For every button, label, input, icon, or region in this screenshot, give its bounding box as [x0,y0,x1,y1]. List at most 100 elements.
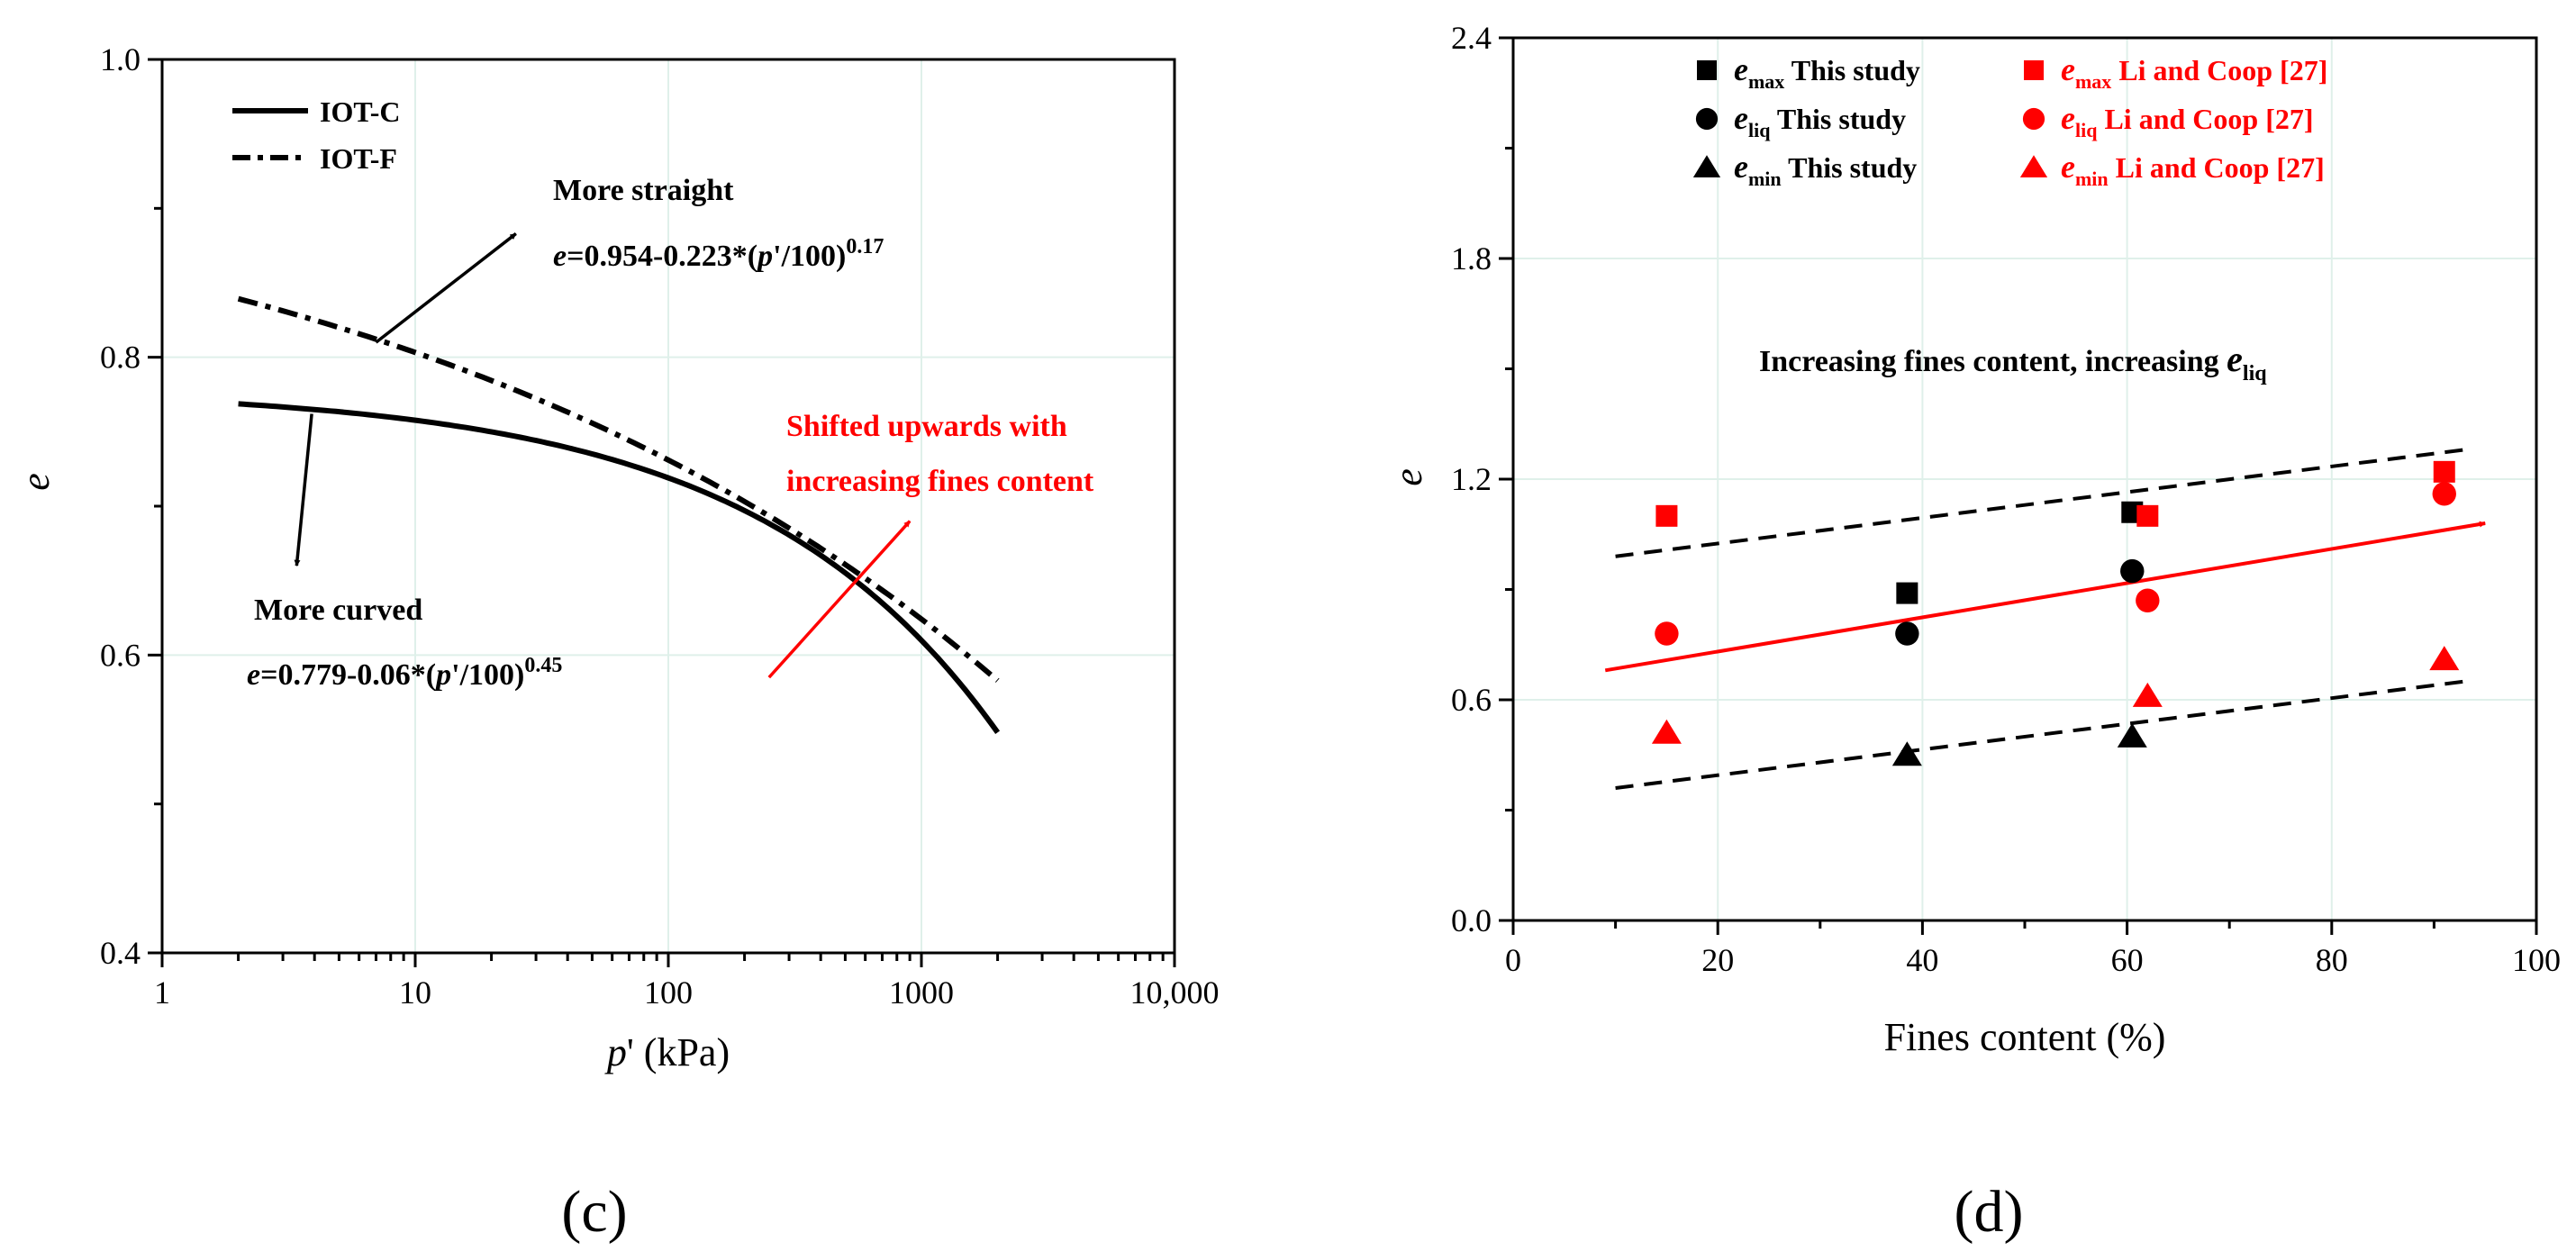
panel-d-xtick-label-5: 100 [2512,942,2561,978]
legend-label-min-this-study: emin This study [1734,149,1917,190]
trend-line-red-arrow [1604,521,2486,673]
legend-marker-liq-li-coop [2022,107,2045,131]
panel-c-chart: 1 10 100 1000 10,000 0.4 0.6 0.8 1.0 IOT-C IOT-F… [14,41,1220,1074]
panel-c-xtick-label-3: 1000 [889,974,954,1011]
panel-c-gridlines [162,59,1175,953]
legend-subscript-max-li-coop: max [2075,70,2111,93]
panel-label-d: (d) [1955,1179,2024,1245]
legend-label-liq-this-study: eliq This study [1734,100,1906,141]
panel-c-x-axis-title: p' (kPa) [604,1030,730,1074]
legend-subscript-liq-li-coop: liq [2075,119,2098,141]
legend-marker-max-this-study [1697,60,1717,80]
panel-c-xtick-label-4: 10,000 [1130,974,1220,1011]
panel-d-xtick-label-3: 60 [2111,942,2144,978]
legend-symbol-liq-this-study: e [1734,100,1748,136]
panel-c-xtick-label-2: 100 [644,974,693,1011]
annotation-more-curved: More curved [254,594,422,627]
point-liq-li-coop-2 [2432,482,2456,506]
panel-d-xtick-label-1: 20 [1701,942,1734,978]
point-min-li-coop-1 [2132,682,2163,707]
curve-iot-c [238,401,1001,735]
panel-c-ytick-label-0: 0.4 [100,935,141,971]
legend-marker-max-li-coop [2024,60,2044,80]
panel-d-ytick-label-2: 1.2 [1451,461,1492,497]
legend-marker-liq-this-study [1695,107,1719,131]
point-liq-this-study-1 [2120,558,2145,584]
legend-label-liq-li-coop: eliq Li and Coop [27] [2061,100,2314,141]
legend-text-min-li-coop: Li and Coop [27] [2109,151,2325,184]
point-min-li-coop-0 [1651,719,1682,744]
legend-subscript-min-this-study: min [1748,168,1782,190]
annotation-shifted-line1: Shifted upwards with [786,410,1067,443]
panel-c-ytick-label-1: 0.6 [100,637,141,673]
panel-c-ytick-label-2: 0.8 [100,340,141,376]
annotation-e-subscript: liq [2243,362,2267,385]
legend-text-max-li-coop: Li and Coop [27] [2111,54,2327,86]
panel-d-ytick-label-3: 1.8 [1451,240,1492,276]
trend-line-upper-dashed [1615,448,2465,558]
panel-label-c: (c) [561,1179,627,1245]
legend-text-liq-li-coop: Li and Coop [27] [2097,103,2313,135]
legend-symbol-max-li-coop: e [2061,51,2075,87]
trend-line-lower-dashed [1615,679,2465,790]
point-max-li-coop-2 [2433,460,2455,483]
panel-d-ytick-label-0: 0.0 [1451,902,1492,938]
curve-iot-f [237,295,1000,683]
x-axis-unit: ' (kPa) [627,1030,730,1074]
point-liq-li-coop-0 [1655,621,1679,646]
point-max-this-study-0 [1896,582,1918,604]
panel-c-arrows [294,232,912,679]
arrow-shifted-upwards [767,520,912,679]
panel-c-legend: IOT-C IOT-F [232,95,401,175]
legend-text-max-this-study: This study [1784,54,1920,86]
annotation-increasing-fines: Increasing fines content, increasing eli… [1759,339,2267,385]
annotation-increasing-text: Increasing fines content, increasing [1759,345,2227,378]
legend-symbol-liq-li-coop: e [2061,100,2075,136]
eq-c-part2: '/100) [451,658,524,692]
legend-text-min-this-study: This study [1782,151,1918,184]
panel-d-gridlines [1513,38,2536,920]
annotation-e-symbol: e [2227,339,2243,379]
panel-c-xtick-label-0: 1 [154,974,170,1011]
legend-label-iot-f: IOT-F [320,142,397,175]
panel-d-xtick-label-4: 80 [2316,942,2348,978]
legend-label-max-this-study: emax This study [1734,51,1920,93]
point-max-li-coop-1 [2136,504,2159,527]
annotation-more-straight: More straight [553,174,734,207]
panel-c-ytick-label-3: 1.0 [100,41,141,77]
legend-label-iot-c: IOT-C [320,95,401,128]
equation-iot-f: e=0.954-0.223*(p'/100)0.17 [553,235,884,273]
panel-d-ticks: 0 20 40 60 80 100 0.0 0.6 1.2 1.8 2.4 [1451,20,2561,978]
legend-subscript-max-this-study: max [1748,70,1784,93]
eq-c-var-p: p [433,658,451,692]
equation-iot-c: e=0.779-0.06*(p'/100)0.45 [247,654,562,692]
legend-subscript-liq-this-study: liq [1748,119,1771,141]
panel-d-ytick-label-1: 0.6 [1451,682,1492,718]
eq-f-var-p: p [755,240,773,273]
legend-marker-min-li-coop [2019,155,2048,177]
point-max-li-coop-0 [1655,504,1678,527]
annotation-shifted-line2: increasing fines content [786,465,1094,498]
eq-f-part1: =0.954-0.223*( [567,240,757,273]
arrow-more-curved [294,413,313,567]
legend-marker-min-this-study [1692,155,1721,177]
legend-symbol-max-this-study: e [1734,51,1748,87]
panel-c-y-axis-title: e [14,473,58,491]
panel-d-points [1651,460,2460,766]
eq-f-exponent: 0.17 [846,235,884,258]
legend-symbol-min-li-coop: e [2061,149,2075,185]
point-liq-this-study-0 [1895,621,1919,646]
arrow-more-straight [375,232,517,344]
panel-d-xtick-label-2: 40 [1906,942,1938,978]
panel-c-series [237,295,1001,735]
eq-c-var-e: e [247,658,260,692]
point-min-this-study-0 [1891,741,1922,766]
panel-d-chart: 0 20 40 60 80 1000.00.61.21.82.4 emax This st… [1386,20,2561,1059]
panel-d-ytick-label-4: 2.4 [1451,20,1492,56]
panel-c-xtick-label-1: 10 [399,974,431,1011]
eq-c-exponent: 0.45 [524,654,562,677]
eq-f-var-e: e [553,240,567,273]
panel-d-y-axis-title: e [1386,468,1430,486]
